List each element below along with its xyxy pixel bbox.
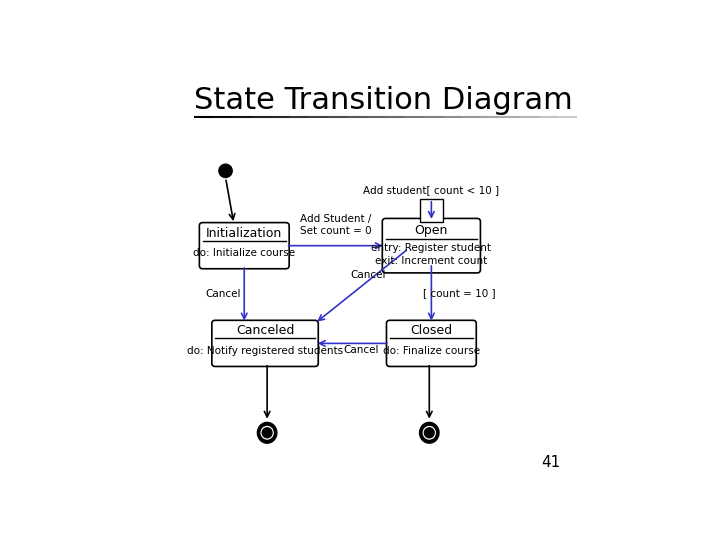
Text: Closed: Closed [410,325,452,338]
Ellipse shape [262,428,272,438]
Text: Initialization: Initialization [206,227,282,240]
Text: Cancel: Cancel [205,289,240,299]
Ellipse shape [261,427,273,439]
FancyBboxPatch shape [212,320,318,367]
Bar [420,199,443,222]
Text: Open: Open [415,224,448,237]
FancyBboxPatch shape [382,219,480,273]
Text: do: Initialize course: do: Initialize course [193,248,295,258]
Text: Canceled: Canceled [236,325,294,338]
Text: Add student[ count < 10 ]: Add student[ count < 10 ] [364,185,500,195]
FancyBboxPatch shape [387,320,476,367]
Text: 41: 41 [541,455,560,470]
Text: entry: Register student
exit: Increment count: entry: Register student exit: Increment … [372,243,491,266]
Ellipse shape [423,427,436,439]
Text: Add Student /
Set count = 0: Add Student / Set count = 0 [300,214,372,236]
Ellipse shape [420,422,439,443]
Ellipse shape [424,428,434,438]
Text: do: Finalize course: do: Finalize course [383,346,480,356]
Text: do: Notify registered students: do: Notify registered students [187,346,343,356]
Text: Cancel: Cancel [343,346,379,355]
Ellipse shape [219,164,233,178]
Text: Cancel: Cancel [351,270,386,280]
Text: [ count = 10 ]: [ count = 10 ] [423,288,496,299]
FancyBboxPatch shape [199,222,289,269]
Text: State Transition Diagram: State Transition Diagram [194,86,573,114]
Ellipse shape [257,422,277,443]
